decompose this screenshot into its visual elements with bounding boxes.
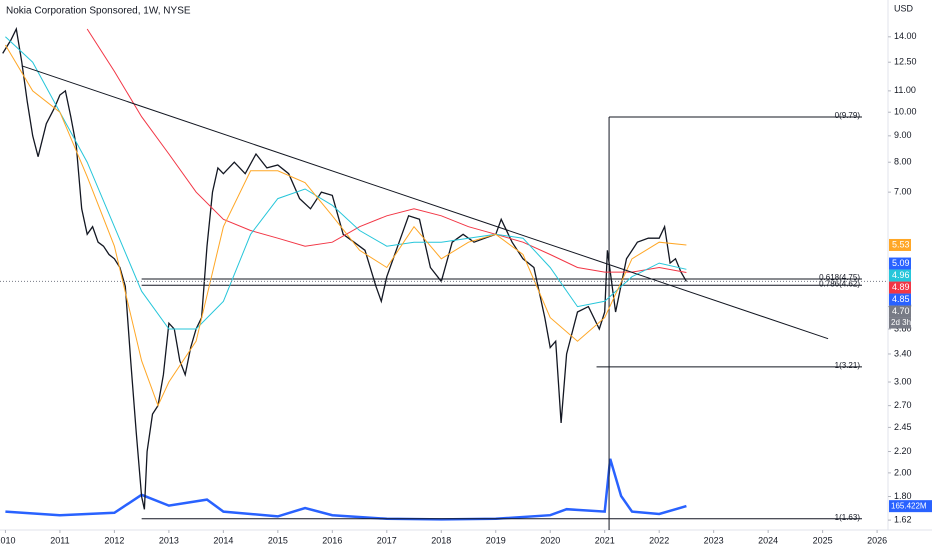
y-tick-label: 2.00 bbox=[894, 467, 912, 477]
x-tick-label: 2016 bbox=[322, 535, 342, 545]
countdown: 2d 3h bbox=[891, 318, 911, 327]
x-tick-label: 2014 bbox=[213, 535, 233, 545]
chart-title: Nokia Corporation Sponsored, 1W, NYSE bbox=[6, 6, 191, 17]
price-label-box bbox=[889, 269, 911, 282]
price-label-box bbox=[889, 281, 911, 294]
x-tick-label: 2021 bbox=[595, 535, 615, 545]
currency: USD bbox=[894, 3, 914, 13]
fib-label: 1(1.63) bbox=[835, 513, 861, 522]
y-tick-label: 11.00 bbox=[894, 85, 916, 95]
moving-average bbox=[86, 28, 687, 273]
x-tick-label: 2015 bbox=[268, 535, 288, 545]
x-tick-label: 2017 bbox=[377, 535, 397, 545]
x-tick-label: 2012 bbox=[104, 535, 124, 545]
y-tick-label: 14.00 bbox=[894, 31, 917, 41]
price-label-box bbox=[889, 293, 911, 306]
x-tick-label: 2020 bbox=[540, 535, 560, 545]
price-label: 5.53 bbox=[892, 239, 910, 249]
volume-label: 165.422M bbox=[891, 501, 927, 510]
price-line bbox=[2, 26, 687, 510]
x-tick-label: 2023 bbox=[704, 535, 724, 545]
y-tick-label: 1.62 bbox=[894, 514, 912, 524]
countdown-box bbox=[889, 317, 911, 329]
price-label: 4.96 bbox=[892, 270, 910, 280]
y-tick-label: 9.00 bbox=[894, 130, 912, 140]
moving-average bbox=[5, 36, 687, 330]
y-tick-label: 12.50 bbox=[894, 57, 917, 67]
y-tick-label: 2.70 bbox=[894, 400, 912, 410]
fib-label: 0(9.79) bbox=[835, 111, 861, 120]
fib-label: 1(3.21) bbox=[835, 361, 861, 370]
moving-average bbox=[4, 44, 687, 407]
price-label-box bbox=[889, 238, 911, 251]
x-tick-label: 2019 bbox=[486, 535, 506, 545]
x-tick-label: 2025 bbox=[813, 535, 833, 545]
x-tick-label: 2018 bbox=[431, 535, 451, 545]
x-tick-label: 2024 bbox=[758, 535, 778, 545]
x-tick-label: 2013 bbox=[159, 535, 179, 545]
fib-label: 0.786(4.62) bbox=[819, 279, 860, 288]
price-label-box bbox=[889, 257, 911, 270]
price-label-box bbox=[889, 305, 911, 318]
trendline bbox=[21, 65, 829, 340]
price-label: 4.89 bbox=[892, 282, 910, 292]
x-tick-label: 2026 bbox=[867, 535, 887, 545]
y-tick-label: 7.00 bbox=[894, 187, 912, 197]
y-tick-label: 8.00 bbox=[894, 157, 912, 167]
y-tick-label: 3.40 bbox=[894, 348, 912, 358]
y-tick-label: 2.20 bbox=[894, 446, 912, 456]
volume-label-box bbox=[889, 500, 932, 513]
price-label: 5.09 bbox=[892, 258, 910, 268]
y-tick-label: 3.00 bbox=[894, 376, 912, 386]
y-tick-label: 10.00 bbox=[894, 107, 917, 117]
y-tick-label: 2.45 bbox=[894, 422, 912, 432]
x-tick-label: 2011 bbox=[50, 535, 69, 545]
x-tick-label: 2022 bbox=[649, 535, 669, 545]
fib-label: 0.618(4.75) bbox=[819, 273, 860, 282]
y-tick-label: 1.80 bbox=[894, 491, 912, 501]
price-label: 4.70 bbox=[892, 306, 910, 316]
price-label: 4.85 bbox=[892, 294, 910, 304]
